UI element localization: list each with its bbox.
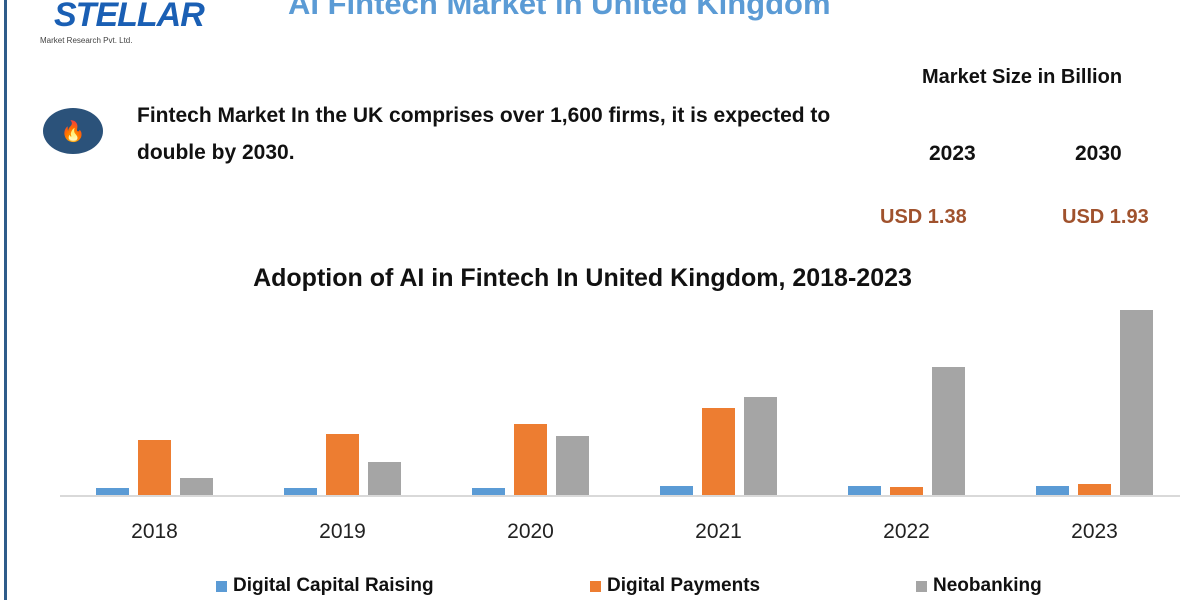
left-border [4,0,7,600]
bar-2018-1 [138,440,171,495]
year-2030: 2030 [1075,142,1122,165]
bar-2023-2 [1120,310,1153,495]
logo-subtitle: Market Research Pvt. Ltd. [40,36,133,45]
x-tick-label: 2023 [1071,520,1118,543]
bar-2022-1 [890,487,923,495]
stellar-logo: STELLAR Market Research Pvt. Ltd. [38,0,228,58]
bar-2022-0 [848,486,881,495]
market-size-title: Market Size in Billion [922,66,1123,88]
legend-item-1: Digital Payments [590,574,760,598]
value-2023: USD 1.38 [880,206,967,228]
bar-2020-0 [472,488,505,495]
x-tick-label: 2022 [883,520,930,543]
bar-2019-0 [284,488,317,495]
bar-2023-1 [1078,484,1111,495]
bar-2022-2 [932,367,965,495]
bar-2019-2 [368,462,401,495]
legend-swatch [590,580,601,592]
legend-swatch [216,580,227,592]
legend-item-2: Neobanking [916,574,1042,598]
bar-2019-1 [326,434,359,495]
legend-label: Digital Payments [607,575,761,596]
bar-2023-0 [1036,486,1069,495]
legend-label: Neobanking [933,575,1042,596]
page-title: AI Fintech Market in United Kingdom [288,0,831,21]
x-tick-label: 2018 [131,520,178,543]
x-tick-label: 2020 [507,520,554,543]
x-tick-label: 2021 [695,520,742,543]
bar-2020-1 [514,424,547,495]
legend-swatch [916,580,927,592]
summary-note: Fintech Market In the UK comprises over … [137,104,831,164]
year-2023: 2023 [929,142,976,165]
bar-2021-1 [702,408,735,495]
bar-chart: 2018 2019 2020 2021 2022 2023 [60,310,1180,543]
value-2030: USD 1.93 [1062,206,1149,228]
x-tick-label: 2019 [319,520,366,543]
bar-2021-2 [744,397,777,495]
legend-label: Digital Capital Raising [233,575,434,596]
chart-title: Adoption of AI in Fintech In United King… [253,264,912,292]
bar-2018-2 [180,478,213,495]
bar-2018-0 [96,488,129,495]
logo-word: STELLAR [54,0,205,34]
bar-2021-0 [660,486,693,495]
fire-icon: 🔥 [43,108,103,154]
bar-2020-2 [556,436,589,495]
legend-item-0: Digital Capital Raising [216,574,434,598]
